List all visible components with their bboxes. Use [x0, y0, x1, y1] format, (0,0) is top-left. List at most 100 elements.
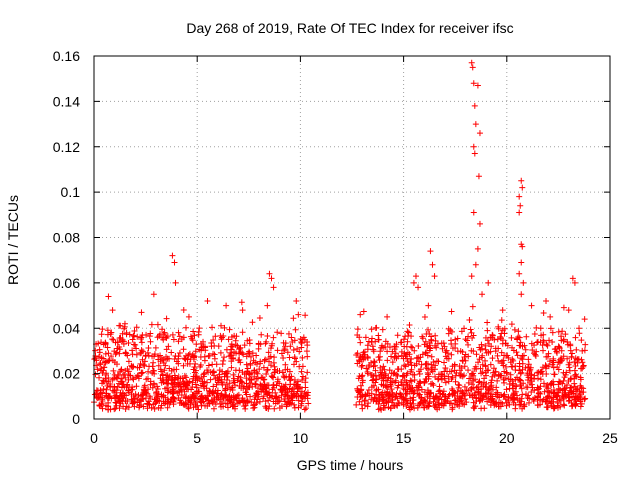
data-point — [440, 402, 447, 409]
data-point — [517, 202, 524, 209]
data-point — [97, 367, 104, 374]
data-point — [211, 342, 218, 349]
data-point — [168, 380, 175, 387]
data-point — [503, 399, 510, 406]
data-point — [369, 335, 376, 342]
data-point — [99, 380, 106, 387]
data-point — [473, 351, 480, 358]
data-point — [553, 393, 560, 400]
data-point — [205, 396, 212, 403]
data-point — [407, 359, 414, 366]
data-point — [286, 354, 293, 361]
data-point — [264, 332, 271, 339]
data-point — [379, 326, 386, 333]
data-point — [93, 387, 100, 394]
data-point — [177, 397, 184, 404]
data-point — [417, 354, 424, 361]
data-point — [253, 352, 260, 359]
data-point — [424, 387, 431, 394]
data-point — [304, 369, 311, 376]
data-point — [426, 389, 433, 396]
data-point — [244, 365, 251, 372]
data-point — [566, 397, 573, 404]
data-point — [289, 386, 296, 393]
data-point — [253, 369, 260, 376]
data-point — [288, 395, 295, 402]
data-point — [472, 261, 479, 268]
data-point — [425, 403, 432, 410]
data-point — [377, 405, 384, 412]
data-point — [210, 368, 217, 375]
data-point — [161, 367, 168, 374]
data-point — [581, 396, 588, 403]
data-point — [456, 382, 463, 389]
data-point — [133, 345, 140, 352]
data-point — [254, 391, 261, 398]
data-point — [435, 401, 442, 408]
data-point — [402, 363, 409, 370]
data-point — [190, 404, 197, 411]
data-point — [141, 358, 148, 365]
data-point — [359, 362, 366, 369]
data-point — [579, 359, 586, 366]
data-point — [373, 398, 380, 405]
data-point — [425, 373, 432, 380]
data-point — [104, 344, 111, 351]
data-point — [187, 355, 194, 362]
data-point — [113, 361, 120, 368]
data-point — [273, 393, 280, 400]
data-point — [278, 389, 285, 396]
data-point — [494, 377, 501, 384]
data-point — [484, 319, 491, 326]
data-point — [556, 344, 563, 351]
data-point — [440, 388, 447, 395]
data-point — [572, 334, 579, 341]
data-point — [265, 397, 272, 404]
data-point — [564, 382, 571, 389]
data-point — [226, 326, 233, 333]
data-point — [550, 378, 557, 385]
data-point — [431, 403, 438, 410]
data-point — [368, 390, 375, 397]
data-point — [157, 352, 164, 359]
data-point — [375, 354, 382, 361]
data-point — [560, 377, 567, 384]
data-point — [531, 342, 538, 349]
data-point — [114, 339, 121, 346]
data-point — [385, 404, 392, 411]
data-point — [92, 347, 99, 354]
data-point — [101, 364, 108, 371]
data-point — [200, 398, 207, 405]
data-point — [577, 376, 584, 383]
data-point — [515, 328, 522, 335]
data-point — [98, 331, 105, 338]
data-point — [445, 325, 452, 332]
data-point — [546, 358, 553, 365]
data-point — [121, 320, 128, 327]
data-point — [201, 385, 208, 392]
data-point — [390, 370, 397, 377]
data-point — [96, 374, 103, 381]
data-point — [213, 361, 220, 368]
data-point — [489, 373, 496, 380]
data-point — [549, 329, 556, 336]
data-point — [404, 382, 411, 389]
data-point — [166, 355, 173, 362]
data-point — [228, 333, 235, 340]
data-point — [548, 380, 555, 387]
data-point — [491, 400, 498, 407]
data-point — [180, 346, 187, 353]
data-point — [160, 376, 167, 383]
data-point — [479, 361, 486, 368]
data-point — [189, 379, 196, 386]
data-point — [282, 343, 289, 350]
data-point — [122, 405, 129, 412]
data-point — [140, 403, 147, 410]
data-point — [161, 329, 168, 336]
data-point — [138, 309, 145, 316]
data-point — [354, 394, 361, 401]
data-point — [573, 346, 580, 353]
data-point — [456, 394, 463, 401]
data-point — [93, 394, 100, 401]
data-point — [528, 378, 535, 385]
